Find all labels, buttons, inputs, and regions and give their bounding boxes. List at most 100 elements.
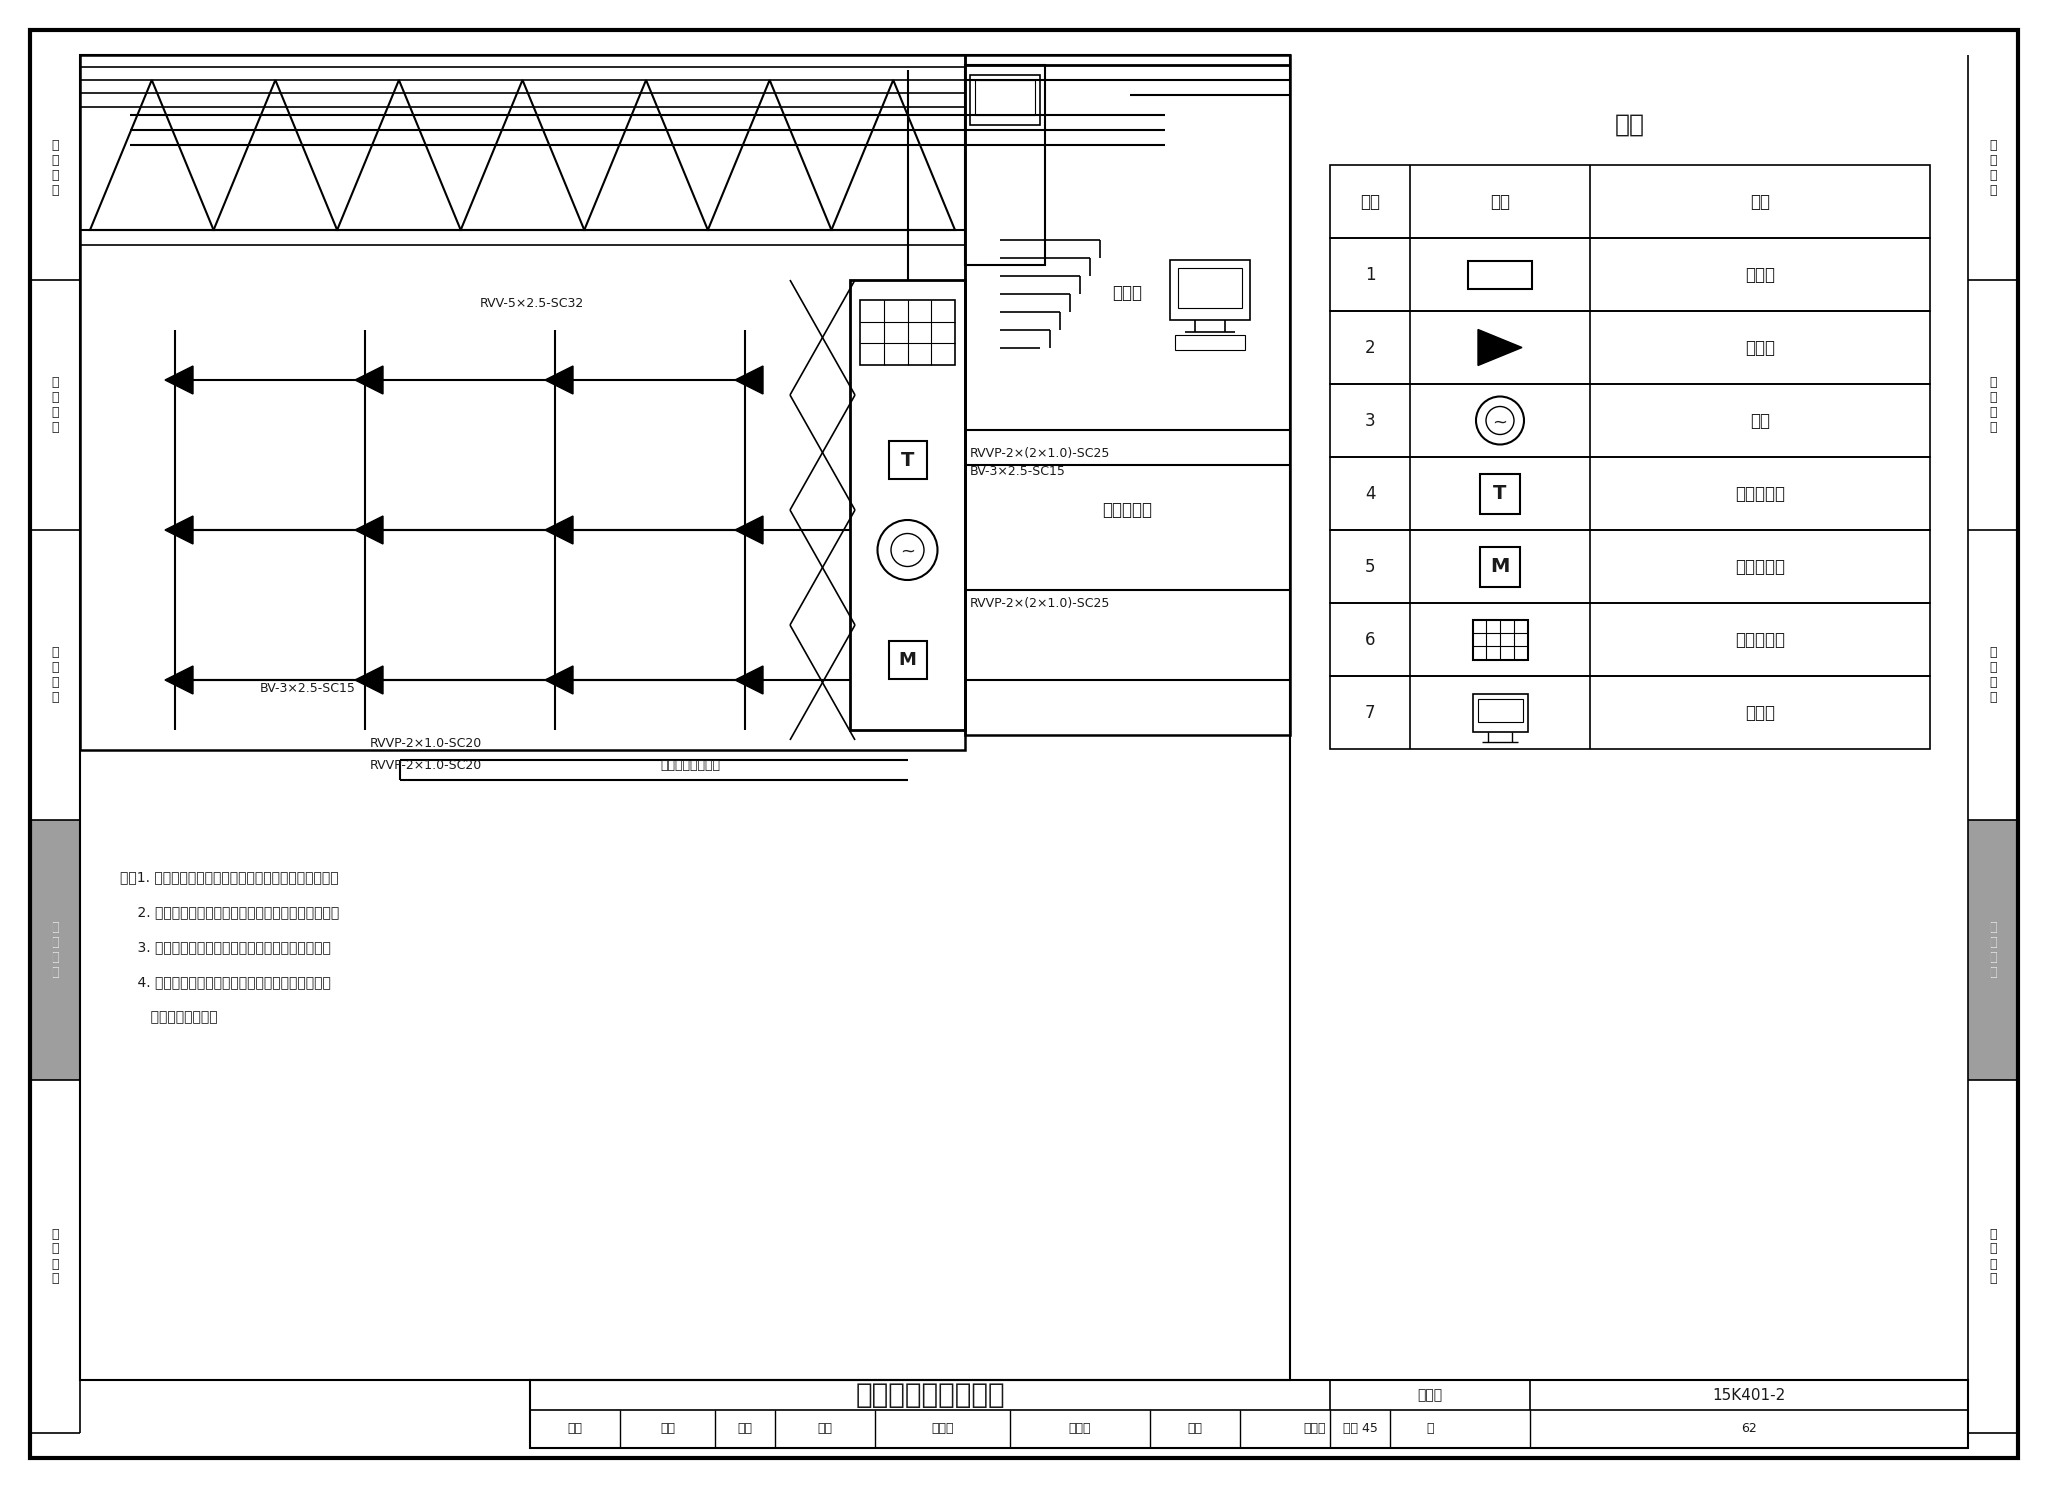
Text: 电
气
控
制: 电 气 控 制 xyxy=(51,921,59,979)
Text: 工控机: 工控机 xyxy=(1745,704,1776,722)
Text: 5: 5 xyxy=(1364,558,1376,576)
Text: 3: 3 xyxy=(1364,412,1376,430)
Text: 4. 图中线路规格为推荐值，设计时应根据工程实际: 4. 图中线路规格为推荐值，设计时应根据工程实际 xyxy=(121,975,332,990)
Bar xyxy=(1968,820,2017,1080)
Text: 设计: 设计 xyxy=(1188,1423,1202,1436)
Bar xyxy=(1169,260,1249,320)
Bar xyxy=(889,641,926,679)
Text: 施
工
安
装: 施 工 安 装 xyxy=(1989,376,1997,434)
Polygon shape xyxy=(735,366,764,394)
Bar xyxy=(1329,311,1929,384)
Polygon shape xyxy=(545,667,573,693)
Text: 图集号: 图集号 xyxy=(1417,1388,1442,1402)
Text: RVVP-2×1.0-SC20: RVVP-2×1.0-SC20 xyxy=(371,759,481,772)
Text: 4: 4 xyxy=(1364,485,1376,503)
Text: 62: 62 xyxy=(1741,1423,1757,1436)
Bar xyxy=(1176,335,1245,350)
Text: 施
工
安
装: 施 工 安 装 xyxy=(51,376,59,434)
Polygon shape xyxy=(545,366,573,394)
Bar xyxy=(1477,698,1522,722)
Text: 电
气
控
制: 电 气 控 制 xyxy=(51,921,59,979)
Text: 1: 1 xyxy=(1364,265,1376,284)
Polygon shape xyxy=(1479,329,1522,366)
Text: 设
计
说
明: 设 计 说 明 xyxy=(51,138,59,196)
Bar xyxy=(80,55,1290,1379)
Polygon shape xyxy=(735,516,764,545)
Bar xyxy=(1473,693,1528,732)
Text: 电
气
控
制: 电 气 控 制 xyxy=(1989,921,1997,979)
Bar xyxy=(1329,238,1929,311)
Bar xyxy=(860,301,954,365)
Text: 俞氏: 俞氏 xyxy=(737,1423,752,1436)
Text: 湿度传感器: 湿度传感器 xyxy=(1735,558,1786,576)
Bar xyxy=(1468,260,1532,289)
Polygon shape xyxy=(166,667,193,693)
Text: RVVP-2×(2×1.0)-SC25: RVVP-2×(2×1.0)-SC25 xyxy=(971,446,1110,460)
Polygon shape xyxy=(166,516,193,545)
Text: 液
化
气
站: 液 化 气 站 xyxy=(51,646,59,704)
Text: 陈学志: 陈学志 xyxy=(1069,1423,1092,1436)
Text: 温度传感器: 温度传感器 xyxy=(1735,485,1786,503)
Text: BV-3×2.5-SC15: BV-3×2.5-SC15 xyxy=(971,466,1065,478)
Polygon shape xyxy=(735,667,764,693)
Text: 15K401-2: 15K401-2 xyxy=(1712,1387,1786,1403)
Bar xyxy=(1473,619,1528,659)
Bar xyxy=(1329,384,1929,457)
Bar xyxy=(965,55,1290,735)
Bar xyxy=(1329,530,1929,603)
Bar xyxy=(1329,603,1929,676)
Text: RVVP-2×(2×1.0)-SC25: RVVP-2×(2×1.0)-SC25 xyxy=(971,597,1110,610)
Bar xyxy=(1329,165,1929,238)
Text: 发生器: 发生器 xyxy=(1745,338,1776,357)
Text: 6: 6 xyxy=(1364,631,1376,649)
Text: 附属工作间: 附属工作间 xyxy=(1102,501,1153,519)
Text: 序号: 序号 xyxy=(1360,192,1380,210)
Polygon shape xyxy=(354,366,383,394)
Text: RVVP-2×1.0-SC20: RVVP-2×1.0-SC20 xyxy=(371,737,481,750)
Bar xyxy=(1481,546,1520,586)
Polygon shape xyxy=(545,516,573,545)
Text: 注：1. 单台控制筱最多可对两个区域进行温度自动控制。: 注：1. 单台控制筱最多可对两个区域进行温度自动控制。 xyxy=(121,870,338,884)
Polygon shape xyxy=(354,516,383,545)
Bar xyxy=(975,80,1034,115)
Text: 控制筱: 控制筱 xyxy=(1745,265,1776,284)
Text: 页: 页 xyxy=(1425,1423,1434,1436)
Text: 2: 2 xyxy=(1364,338,1376,357)
Text: 7: 7 xyxy=(1364,704,1376,722)
Text: 电
气
控
制: 电 气 控 制 xyxy=(1989,921,1997,979)
Bar xyxy=(965,65,1044,265)
Bar xyxy=(31,820,80,1080)
Text: BV-3×2.5-SC15: BV-3×2.5-SC15 xyxy=(260,682,356,695)
Text: 3. 湿度传感器、就地程控器、工控机等均为选配。: 3. 湿度传感器、就地程控器、工控机等均为选配。 xyxy=(121,940,332,954)
Text: 图例: 图例 xyxy=(1491,192,1509,210)
Bar xyxy=(1481,473,1520,513)
Text: ~: ~ xyxy=(1493,414,1507,432)
Text: 复名 45: 复名 45 xyxy=(1343,1423,1378,1436)
Polygon shape xyxy=(166,366,193,394)
Text: 名称: 名称 xyxy=(1749,192,1769,210)
Bar xyxy=(1178,268,1241,308)
Text: 陈学志: 陈学志 xyxy=(932,1423,954,1436)
Bar xyxy=(80,55,965,750)
Text: 进行核算、选定。: 进行核算、选定。 xyxy=(121,1010,217,1024)
Text: ~: ~ xyxy=(899,543,915,561)
Text: 设
计
说
明: 设 计 说 明 xyxy=(1989,138,1997,196)
Text: T: T xyxy=(901,451,913,470)
Text: 俞凰: 俞凰 xyxy=(659,1423,676,1436)
Text: 引至下一个控制筱: 引至下一个控制筱 xyxy=(659,759,721,772)
Text: 控制室: 控制室 xyxy=(1112,284,1143,302)
Text: 梁岩松: 梁岩松 xyxy=(1305,1423,1327,1436)
Text: 风机: 风机 xyxy=(1749,412,1769,430)
Text: RVV-5×2.5-SC32: RVV-5×2.5-SC32 xyxy=(479,298,584,310)
Bar xyxy=(889,440,926,479)
Text: 工
程
实
例: 工 程 实 例 xyxy=(1989,1228,1997,1286)
Text: 图例: 图例 xyxy=(1616,113,1645,137)
Polygon shape xyxy=(354,667,383,693)
Text: 校对: 校对 xyxy=(817,1423,831,1436)
Text: 就地程控器: 就地程控器 xyxy=(1735,631,1786,649)
Bar xyxy=(1329,457,1929,530)
Bar xyxy=(971,74,1040,125)
Bar xyxy=(530,1379,1968,1448)
Bar xyxy=(850,280,965,731)
Text: M: M xyxy=(1491,557,1509,576)
